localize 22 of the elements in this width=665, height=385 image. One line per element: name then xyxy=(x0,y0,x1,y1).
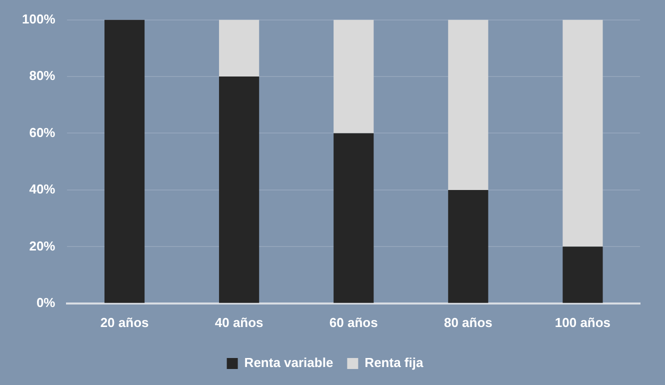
bar xyxy=(334,20,374,134)
bar xyxy=(562,246,603,303)
y-tick-label: 0% xyxy=(36,294,56,310)
x-tick-label: 60 años xyxy=(329,314,378,330)
x-tick-label: 100 años xyxy=(554,314,611,330)
x-tick-label: 80 años xyxy=(444,314,492,330)
legend-label: Renta fija xyxy=(364,355,424,370)
bar xyxy=(448,190,488,303)
y-tick-label: 40% xyxy=(29,182,56,197)
y-tick-label: 100% xyxy=(22,11,56,26)
x-tick-label: 20 años xyxy=(100,314,149,330)
legend-label: Renta variable xyxy=(244,355,334,370)
bar xyxy=(104,20,145,303)
x-tick-label: 40 años xyxy=(214,314,264,330)
bar xyxy=(562,20,603,247)
bar xyxy=(219,76,260,303)
bar xyxy=(448,20,488,190)
y-tick-label: 20% xyxy=(29,238,56,254)
y-tick-label: 80% xyxy=(29,68,56,84)
bar xyxy=(334,133,374,303)
bar xyxy=(219,20,260,77)
y-tick-label: 60% xyxy=(29,124,56,140)
